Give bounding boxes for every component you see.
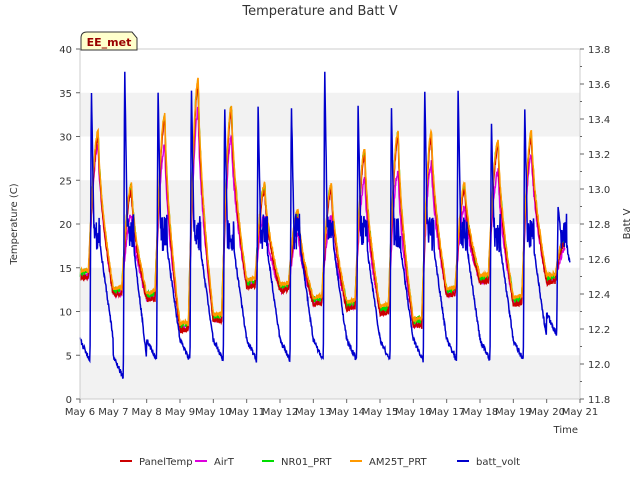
y2-tick-label: 12.4 xyxy=(588,290,610,301)
x-tick-label: May 6 xyxy=(65,407,95,418)
x-tick-label: May 18 xyxy=(462,407,499,418)
y2-tick-label: 13.2 xyxy=(588,150,610,161)
ee-met-badge: EE_met xyxy=(80,31,138,51)
y-tick-label: 25 xyxy=(59,176,72,187)
y-tick-label: 30 xyxy=(59,133,72,144)
x-tick-label: May 11 xyxy=(228,407,265,418)
y-tick-label: 5 xyxy=(66,351,72,362)
y2-tick-label: 13.6 xyxy=(588,80,610,91)
y2-tick-label: 11.8 xyxy=(588,395,610,406)
badge-text: EE_met xyxy=(87,36,132,49)
plot-lines xyxy=(79,71,571,379)
legend-label-batt_volt: batt_volt xyxy=(476,457,520,468)
y-tick-label: 0 xyxy=(66,395,72,406)
axes: 0 5 10 15 20 25 30 35 40 11.8 12.0 12.2 12.4 12.6 12.8… xyxy=(59,45,610,418)
y2-tick-label: 13.8 xyxy=(588,45,610,56)
x-tick-label: May 14 xyxy=(328,407,365,418)
x-tick-label: May 19 xyxy=(495,407,532,418)
legend: PanelTemp AirT NR01_PRT AM25T_PRT batt_volt xyxy=(120,457,520,468)
x-tick-label: May 16 xyxy=(395,407,432,418)
y2-tick-label: 12.0 xyxy=(588,360,610,371)
series-line-AM25T_PRT xyxy=(79,77,565,327)
grid-band xyxy=(80,92,580,137)
y-tick-label: 20 xyxy=(59,220,72,231)
x-axis-label: Time xyxy=(553,425,578,436)
y-tick-label: 40 xyxy=(59,45,72,56)
y-tick-label: 35 xyxy=(59,89,72,100)
x-tick-label: May 17 xyxy=(428,407,465,418)
x-tick-label: May 12 xyxy=(262,407,299,418)
grid-band xyxy=(80,355,580,399)
x-tick-label: May 21 xyxy=(562,407,599,418)
x-tick-label: May 8 xyxy=(132,407,162,418)
legend-label-NR01_PRT: NR01_PRT xyxy=(281,457,332,468)
y2-tick-label: 12.8 xyxy=(588,220,610,231)
x-tick-label: May 7 xyxy=(98,407,128,418)
y2-tick-label: 13.4 xyxy=(588,115,610,126)
y-tick-label: 15 xyxy=(59,264,72,275)
x-tick-label: May 9 xyxy=(165,407,195,418)
x-tick-label: May 13 xyxy=(295,407,332,418)
y2-axis-label: Batt V xyxy=(622,208,633,239)
legend-label-PanelTemp: PanelTemp xyxy=(139,457,193,468)
y2-tick-label: 12.6 xyxy=(588,255,610,266)
y2-tick-label: 13.0 xyxy=(588,185,610,196)
legend-label-AM25T_PRT: AM25T_PRT xyxy=(369,457,428,468)
grid-band xyxy=(80,267,580,312)
series-line-batt_volt xyxy=(79,71,571,379)
legend-label-AirT: AirT xyxy=(214,457,235,468)
x-tick-label: May 20 xyxy=(528,407,565,418)
y-tick-label: 10 xyxy=(59,308,72,319)
x-tick-label: May 10 xyxy=(195,407,232,418)
chart-title: Temperature and Batt V xyxy=(241,4,397,19)
y-axis-label: Temperature (C) xyxy=(9,183,20,265)
x-tick-label: May 15 xyxy=(362,407,399,418)
y2-tick-label: 12.2 xyxy=(588,325,610,336)
